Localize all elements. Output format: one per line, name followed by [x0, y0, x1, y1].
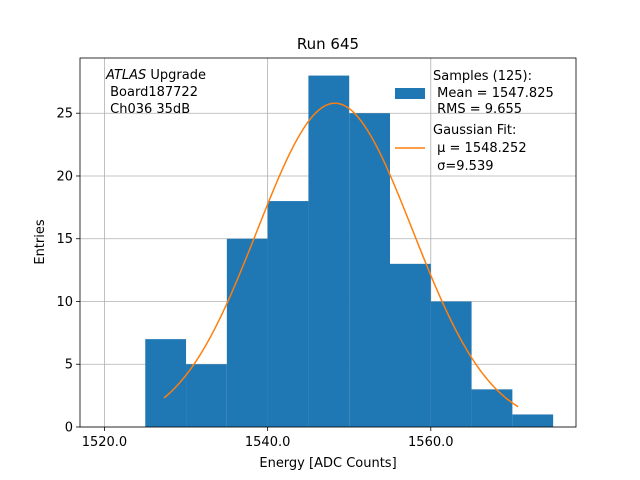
- y-tick-label: 20: [56, 169, 73, 184]
- histogram-bar: [390, 263, 431, 427]
- plot-frame: [79, 57, 577, 428]
- histogram-bar: [186, 364, 227, 427]
- histogram-bar: [226, 238, 268, 427]
- legend-fit-mu: μ = 1548.252: [433, 141, 527, 156]
- legend-samples-mean: Mean = 1547.825: [433, 86, 554, 101]
- histogram-bars: [145, 75, 554, 428]
- legend-fit-sigma: σ=9.539: [433, 159, 493, 174]
- legend-samples-rms: RMS = 9.655: [433, 102, 522, 117]
- histogram-bar: [308, 75, 350, 428]
- y-tick-label: 0: [65, 421, 73, 436]
- legend-samples-swatch: [395, 88, 425, 99]
- legend-samples-title: Samples (125):: [433, 69, 532, 84]
- annotation-box: ATLAS Upgrade Board187722 Ch036 35dB: [105, 68, 206, 117]
- annotation-upgrade: Upgrade: [146, 68, 206, 83]
- x-tick-label: 1560.0: [408, 435, 454, 450]
- legend: Samples (125): Mean = 1547.825 RMS = 9.6…: [395, 69, 554, 174]
- y-tick-label: 5: [65, 358, 73, 373]
- y-tick-label: 10: [56, 295, 73, 310]
- x-tick-label: 1540.0: [245, 435, 291, 450]
- chart-title: Run 645: [297, 35, 359, 53]
- histogram-bar: [349, 113, 390, 427]
- annotation-line-1: ATLAS Upgrade: [105, 68, 206, 83]
- histogram-bar: [267, 201, 309, 427]
- histogram-bar: [471, 389, 513, 427]
- gaussian-fit-curve: [163, 102, 519, 408]
- y-axis-label: Entries: [33, 219, 48, 265]
- y-tick-label: 25: [56, 107, 73, 122]
- axis-ticks: 1520.0 1540.0 1560.0 0 5 10 15 20 25: [56, 107, 453, 450]
- y-tick-label: 15: [56, 232, 73, 247]
- annotation-line-3: Ch036 35dB: [106, 102, 190, 117]
- annotation-atlas: ATLAS: [105, 68, 146, 83]
- legend-fit-title: Gaussian Fit:: [433, 123, 516, 138]
- x-axis-label: Energy [ADC Counts]: [259, 456, 396, 471]
- x-tick-label: 1520.0: [82, 435, 128, 450]
- histogram-bar: [512, 414, 554, 427]
- annotation-line-2: Board187722: [106, 85, 198, 100]
- gaussian-fit: [163, 102, 519, 408]
